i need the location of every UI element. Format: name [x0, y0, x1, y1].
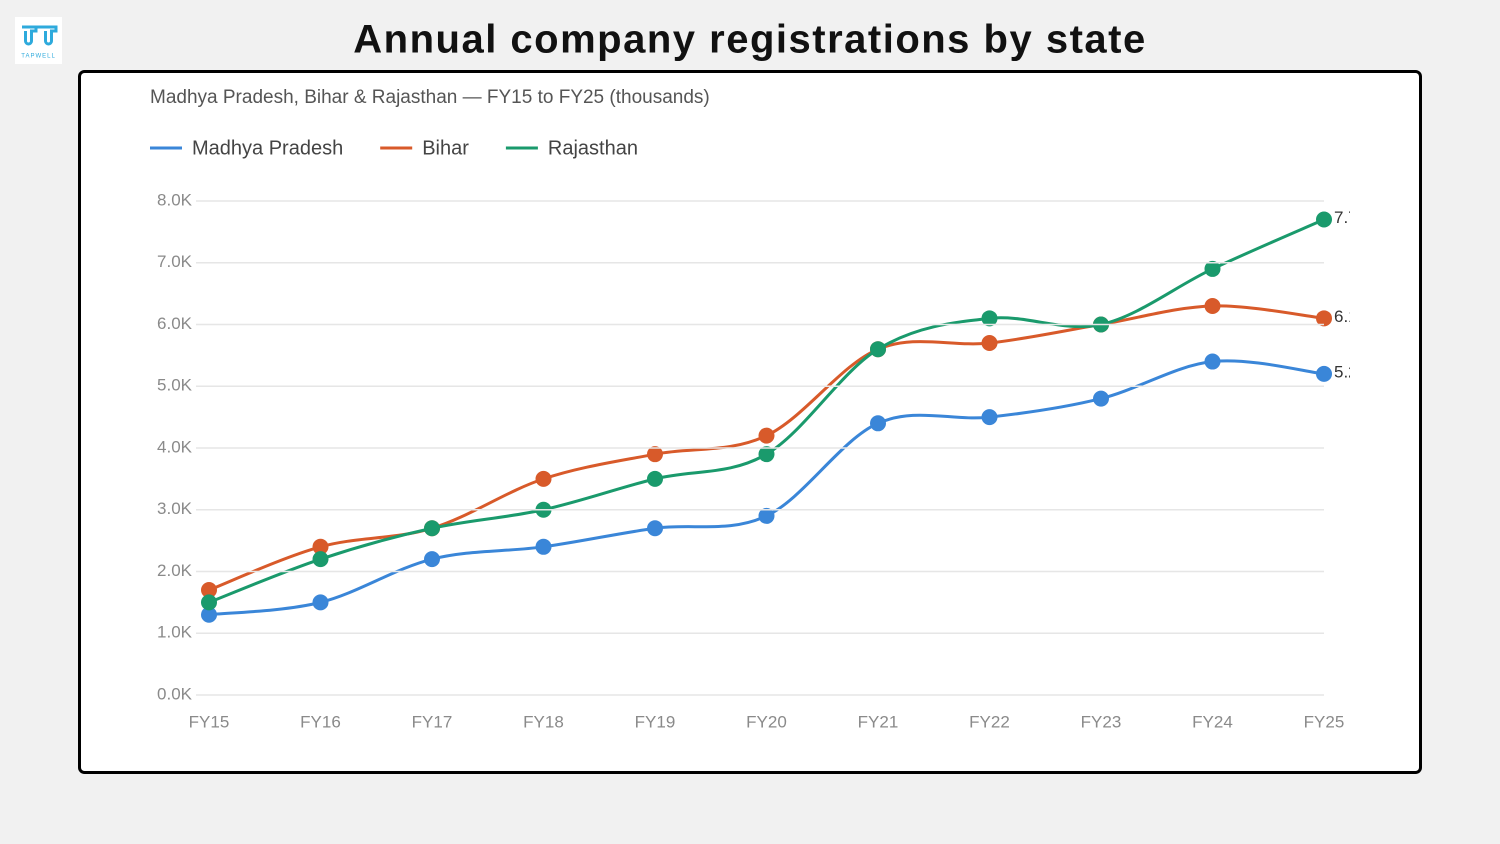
y-tick-label: 2.0K	[157, 561, 193, 580]
y-tick-label: 3.0K	[157, 499, 193, 518]
data-point	[201, 594, 217, 611]
data-point	[1316, 211, 1332, 228]
data-point	[201, 606, 217, 623]
x-tick-label: FY17	[412, 712, 453, 731]
data-point	[535, 470, 552, 487]
x-tick-label: FY25	[1304, 712, 1345, 731]
y-tick-label: 1.0K	[157, 623, 193, 642]
y-tick-label: 7.0K	[157, 252, 193, 271]
page-title: Annual company registrations by state	[353, 18, 1146, 62]
logo-text: TAPWELL	[21, 54, 56, 60]
data-point	[1316, 365, 1332, 382]
data-label: 5.2K	[1334, 362, 1370, 381]
data-point	[312, 551, 329, 568]
x-tick-label: FY16	[300, 712, 341, 731]
x-tick-label: FY18	[523, 712, 564, 731]
x-tick-label: FY20	[746, 712, 787, 731]
y-tick-label: 0.0K	[157, 684, 193, 703]
data-point	[201, 582, 217, 599]
data-point	[1204, 297, 1221, 314]
data-point	[758, 507, 775, 524]
data-point	[312, 538, 329, 555]
x-tick-label: FY15	[189, 712, 230, 731]
data-point	[870, 341, 886, 358]
chart-subtitle: Madhya Pradesh, Bihar & Rajasthan — FY15…	[150, 87, 710, 108]
data-point	[1204, 260, 1221, 277]
data-label: 6.1K	[1334, 307, 1370, 326]
data-point	[647, 520, 663, 537]
x-tick-label: FY22	[969, 712, 1010, 731]
legend-label: Madhya Pradesh	[192, 137, 343, 159]
data-point	[758, 446, 775, 463]
data-point	[1204, 353, 1221, 370]
data-point	[981, 335, 998, 352]
data-point	[1093, 390, 1109, 407]
data-point	[424, 551, 440, 568]
data-point	[758, 427, 775, 444]
data-point	[981, 409, 998, 426]
y-tick-label: 6.0K	[157, 314, 193, 333]
data-point	[1316, 310, 1332, 327]
data-point	[647, 446, 663, 463]
y-tick-label: 4.0K	[157, 437, 193, 456]
data-point	[870, 415, 886, 432]
x-tick-label: FY21	[858, 712, 899, 731]
data-label: 7.7K	[1334, 208, 1370, 227]
data-point	[535, 538, 552, 555]
x-tick-label: FY19	[635, 712, 676, 731]
logo-mark	[22, 25, 58, 46]
x-tick-label: FY24	[1192, 712, 1233, 731]
logo-box	[15, 17, 62, 64]
data-point	[647, 470, 663, 487]
x-tick-label: FY23	[1081, 712, 1122, 731]
data-point	[424, 520, 440, 537]
y-tick-label: 5.0K	[157, 376, 193, 395]
data-point	[981, 310, 998, 327]
chart-card	[78, 70, 1422, 774]
y-tick-label: 8.0K	[157, 190, 193, 209]
data-point	[312, 594, 329, 611]
legend-label: Rajasthan	[548, 137, 638, 159]
legend-label: Bihar	[422, 137, 469, 159]
